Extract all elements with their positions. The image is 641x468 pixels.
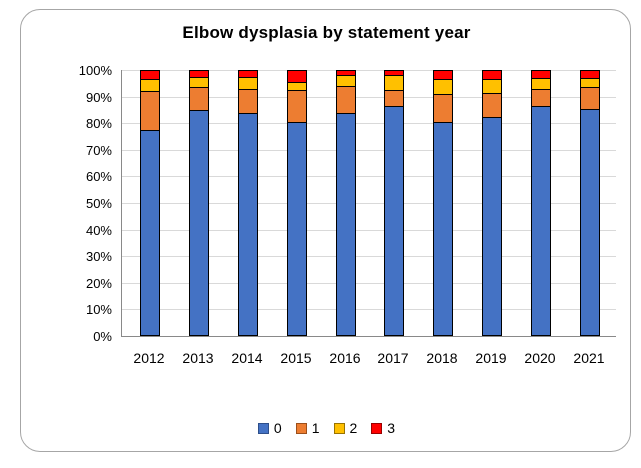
y-tick-label: 40% <box>85 223 112 238</box>
x-tick-label-2014: 2014 <box>231 350 263 366</box>
bar-segment-grade-1 <box>580 87 600 109</box>
y-tick-label: 100% <box>78 63 112 78</box>
legend-item-2: 2 <box>333 420 358 436</box>
bar-segment-grade-2 <box>580 78 600 88</box>
legend-swatch-0 <box>257 422 269 434</box>
bar-2014 <box>238 70 258 336</box>
bar-segment-grade-3 <box>580 70 600 79</box>
gridline <box>122 150 616 151</box>
y-tick-label: 90% <box>85 90 112 105</box>
y-tick-label: 30% <box>85 249 112 264</box>
bar-segment-grade-0 <box>287 121 307 336</box>
bar-segment-grade-2 <box>189 76 209 88</box>
gridline <box>122 97 616 98</box>
bar-segment-grade-1 <box>287 89 307 122</box>
bar-segment-grade-1 <box>384 89 404 106</box>
gridline <box>122 230 616 231</box>
y-tick-label: 60% <box>85 169 112 184</box>
bar-segment-grade-2 <box>238 76 258 89</box>
bar-segment-grade-2 <box>482 79 502 93</box>
bar-2013 <box>189 70 209 336</box>
gridline <box>122 176 616 177</box>
bar-segment-grade-3 <box>287 70 307 82</box>
plot-area <box>121 70 616 337</box>
x-tick-label-2020: 2020 <box>524 350 556 366</box>
bar-segment-grade-3 <box>531 70 551 79</box>
bar-segment-grade-2 <box>384 75 404 90</box>
y-tick-label: 70% <box>85 143 112 158</box>
bar-segment-grade-1 <box>189 87 209 110</box>
legend: 0 1 2 3 <box>21 420 632 436</box>
legend-swatch-1 <box>295 422 307 434</box>
bar-segment-grade-0 <box>433 121 453 336</box>
legend-label: 1 <box>311 420 320 436</box>
x-tick-label-2019: 2019 <box>475 350 507 366</box>
bar-segment-grade-2 <box>433 79 453 94</box>
gridline <box>122 309 616 310</box>
x-tick-label-2015: 2015 <box>280 350 312 366</box>
gridline <box>122 123 616 124</box>
gridline <box>122 283 616 284</box>
bar-segment-grade-1 <box>482 92 502 117</box>
legend-label: 3 <box>387 420 396 436</box>
gridline <box>122 70 616 71</box>
bar-segment-grade-2 <box>531 78 551 89</box>
bar-2019 <box>482 70 502 336</box>
bar-segment-grade-0 <box>140 129 160 336</box>
x-tick-label-2017: 2017 <box>377 350 409 366</box>
bar-2015 <box>287 70 307 336</box>
bar-segment-grade-0 <box>531 105 551 336</box>
x-tick-label-2013: 2013 <box>182 350 214 366</box>
x-tick-label-2018: 2018 <box>426 350 458 366</box>
bar-segment-grade-3 <box>482 70 502 80</box>
bar-segment-grade-2 <box>287 82 307 90</box>
legend-item-1: 1 <box>295 420 320 436</box>
bar-segment-grade-1 <box>140 91 160 130</box>
bar-segment-grade-0 <box>482 116 502 336</box>
y-tick-label: 0% <box>93 329 112 344</box>
bar-segment-grade-2 <box>336 75 356 86</box>
x-tick-label-2016: 2016 <box>329 350 361 366</box>
bar-2021 <box>580 70 600 336</box>
bar-segment-grade-3 <box>189 70 209 77</box>
bar-segment-grade-3 <box>384 70 404 76</box>
y-tick-label: 20% <box>85 276 112 291</box>
bar-segment-grade-3 <box>140 70 160 80</box>
bar-2018 <box>433 70 453 336</box>
bar-2020 <box>531 70 551 336</box>
bar-segment-grade-1 <box>238 88 258 113</box>
x-tick-label-2021: 2021 <box>573 350 605 366</box>
legend-swatch-2 <box>333 422 345 434</box>
y-tick-label: 80% <box>85 116 112 131</box>
bar-segment-grade-3 <box>336 70 356 76</box>
legend-swatch-3 <box>371 422 383 434</box>
bar-segment-grade-0 <box>580 108 600 336</box>
y-tick-label: 10% <box>85 302 112 317</box>
chart-title: Elbow dysplasia by statement year <box>182 23 471 42</box>
legend-item-3: 3 <box>371 420 395 436</box>
legend-label: 0 <box>273 420 282 436</box>
gridline <box>122 256 616 257</box>
bar-segment-grade-2 <box>140 79 160 92</box>
gridline <box>122 203 616 204</box>
y-tick-label: 50% <box>85 196 112 211</box>
bar-segment-grade-0 <box>336 112 356 336</box>
bar-2012 <box>140 70 160 336</box>
bar-segment-grade-1 <box>433 93 453 122</box>
bar-2017 <box>384 70 404 336</box>
bar-segment-grade-1 <box>336 85 356 113</box>
legend-item-0: 0 <box>257 420 282 436</box>
bar-segment-grade-3 <box>238 70 258 77</box>
bar-2016 <box>336 70 356 336</box>
legend-label: 2 <box>349 420 358 436</box>
bar-segment-grade-0 <box>238 112 258 336</box>
bar-segment-grade-0 <box>189 109 209 336</box>
bar-segment-grade-3 <box>433 70 453 80</box>
bar-segment-grade-1 <box>531 88 551 106</box>
bar-segment-grade-0 <box>384 105 404 336</box>
x-tick-label-2012: 2012 <box>133 350 165 366</box>
